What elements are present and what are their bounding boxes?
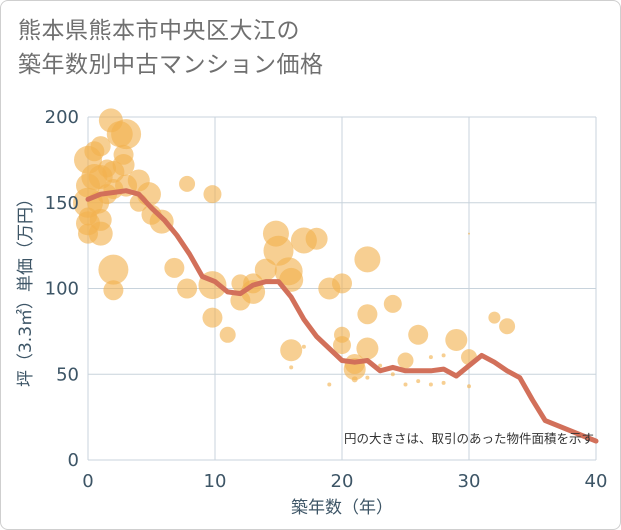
x-axis-label: 築年数（年） — [291, 498, 393, 518]
bubble-point — [90, 136, 111, 157]
title-line-2: 築年数別中古マンション価格 — [18, 52, 324, 78]
bubble-point — [428, 382, 433, 387]
bubble-point — [383, 294, 402, 313]
bubble-point — [98, 254, 129, 285]
bubble-point — [88, 221, 113, 246]
bubble-point — [357, 304, 378, 325]
bubble-point — [219, 326, 236, 343]
x-tick-label: 40 — [585, 471, 608, 492]
bubble-point — [327, 382, 332, 387]
y-tick-label: 100 — [45, 279, 79, 300]
y-tick-label: 0 — [68, 450, 79, 471]
bubble-point — [356, 337, 379, 360]
bubble-point — [351, 376, 358, 383]
y-tick-label: 50 — [56, 364, 79, 385]
x-tick-label: 0 — [82, 471, 93, 492]
bubble-point — [202, 307, 223, 328]
bubble-point — [203, 185, 222, 204]
bubble-point — [378, 363, 383, 368]
bubble-point — [441, 353, 446, 358]
bubble-size-note: 円の大きさは、取引のあった物件面積を示す — [344, 431, 594, 446]
title-line-1: 熊本県熊本市中央区大江の — [18, 18, 300, 44]
bubble-point — [468, 232, 470, 235]
bubble-point — [441, 380, 446, 385]
bubble-point — [305, 227, 328, 250]
bubble-point — [289, 365, 294, 370]
bubble-point — [403, 382, 408, 387]
bubble-point — [397, 352, 414, 369]
x-tick-label: 30 — [458, 471, 481, 492]
x-tick-label: 20 — [331, 471, 354, 492]
y-axis-label: 坪（3.3㎡）単価（万円） — [16, 190, 36, 387]
bubble-point — [332, 273, 352, 294]
bubble-point — [408, 324, 429, 345]
y-tick-label: 200 — [45, 107, 79, 128]
bubble-point — [467, 384, 471, 389]
bubble-point — [179, 175, 196, 192]
bubble-point — [488, 311, 501, 324]
bubble-point — [164, 257, 185, 278]
bubble-point — [254, 258, 277, 281]
bubble-point — [390, 372, 395, 377]
bubble-point — [111, 119, 142, 150]
bubble-point — [177, 278, 198, 299]
average-price-line — [85, 188, 599, 444]
bubble-point — [280, 339, 303, 362]
bubble-series — [73, 108, 516, 389]
y-tick-label: 150 — [45, 193, 79, 214]
bubble-point — [416, 379, 421, 384]
bubble-point — [428, 355, 433, 360]
bubble-point — [354, 246, 381, 273]
bubble-point — [301, 344, 306, 349]
bubble-point — [499, 318, 516, 335]
axis-ticks: 0 50 100 150 200 0 10 20 30 40 — [45, 107, 608, 492]
bubble-point — [365, 375, 370, 380]
chart-title: 熊本県熊本市中央区大江の 築年数別中古マンション価格 — [18, 14, 324, 82]
x-tick-label: 10 — [204, 471, 227, 492]
bubble-point — [445, 328, 468, 351]
bubble-point — [113, 144, 134, 165]
bubble-point — [333, 336, 351, 355]
bubble-point — [103, 280, 124, 301]
